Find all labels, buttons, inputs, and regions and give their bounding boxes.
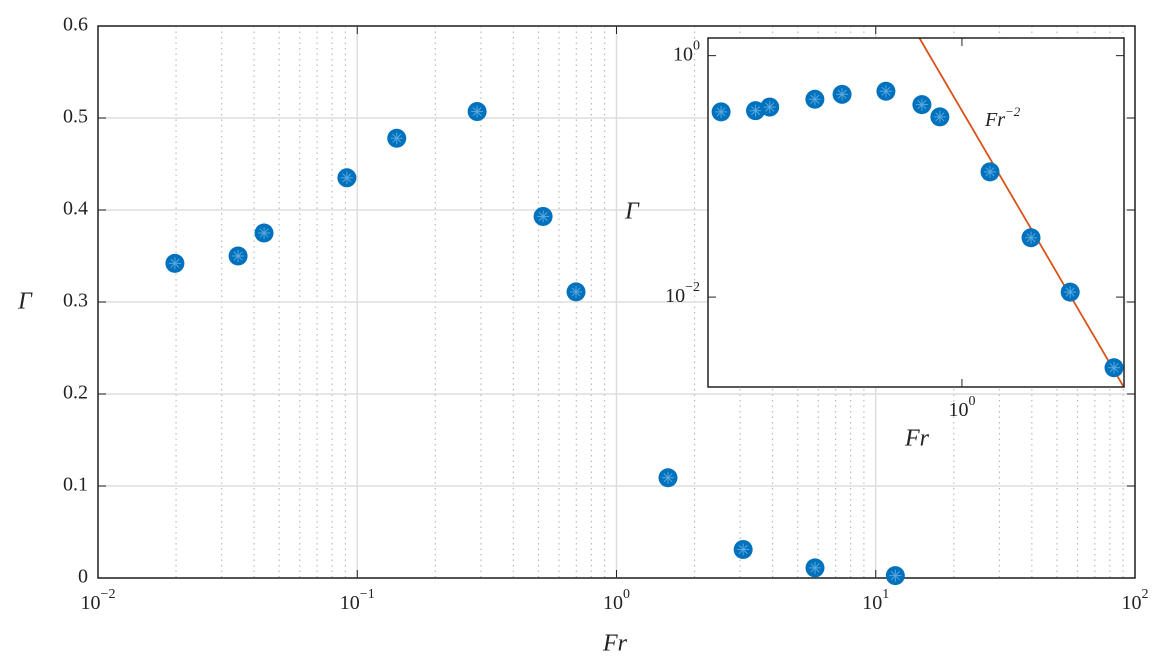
point-star [472, 107, 482, 117]
y-axis-label: Γ [17, 289, 33, 315]
point [980, 162, 1000, 182]
x-tick-label: 10−1 [340, 587, 375, 613]
y-tick-label: 0.6 [63, 14, 88, 36]
y-tick-label: 0.1 [63, 474, 88, 496]
point-star [750, 106, 761, 116]
point [733, 539, 753, 559]
inset-x-tick-label-exponent: 0 [968, 394, 975, 409]
fit-label: Fr−2 [984, 104, 1021, 131]
point-star [1065, 287, 1075, 297]
point [930, 107, 950, 127]
point [467, 102, 487, 122]
point-star [1109, 363, 1119, 373]
point [832, 84, 852, 104]
inset-y-tick-label-base: 10 [665, 285, 685, 307]
point-star [738, 544, 748, 555]
point [876, 81, 896, 101]
y-tick-label: 0.3 [63, 290, 88, 312]
y-tick-label: 0.4 [63, 198, 88, 220]
plot-frame [97, 25, 1136, 579]
point [566, 282, 586, 302]
x-tick-label-base: 10 [81, 592, 101, 614]
point-star [663, 473, 673, 483]
point-star [259, 228, 269, 238]
inset-y-tick-label-exponent: 0 [693, 39, 700, 54]
x-tick-label-exponent: 2 [1142, 587, 1149, 602]
point-star [890, 571, 900, 581]
inset-y-tick-label-base: 10 [673, 43, 693, 65]
x-tick-label-base: 10 [862, 592, 882, 614]
point-star [837, 89, 847, 99]
x-tick-label-exponent: −1 [360, 587, 375, 602]
point-star [170, 258, 180, 268]
point [1104, 358, 1124, 378]
inset-background [708, 38, 1124, 387]
point-star [935, 112, 945, 122]
x-tick-label: 10−2 [81, 587, 116, 613]
fit-label-exponent: −2 [1005, 104, 1021, 119]
point [337, 168, 357, 188]
point-star [392, 133, 402, 143]
point [1060, 282, 1080, 302]
point [885, 566, 905, 586]
y-tick-label: 0.2 [63, 382, 88, 404]
fit-line [918, 38, 1124, 387]
point-star [810, 563, 820, 573]
x-tick-label: 102 [1122, 587, 1149, 613]
x-axis-label: Fr [602, 631, 628, 657]
point [165, 253, 185, 273]
point-star [538, 211, 548, 221]
point [387, 128, 407, 148]
x-tick-label-exponent: −2 [101, 587, 116, 602]
point-star [1026, 233, 1036, 243]
inset-y-tick-label: 100 [673, 39, 700, 65]
point-star [571, 287, 581, 297]
x-tick-label-base: 10 [603, 592, 623, 614]
inset-x-axis-label: Fr [904, 426, 930, 452]
inset-points [711, 81, 1124, 378]
point [658, 468, 678, 488]
inset-y-tick-label: 10−2 [665, 280, 700, 306]
point-star [881, 86, 891, 96]
y-tick-label: 0 [78, 566, 88, 588]
point [711, 102, 731, 122]
inset-y-tick-label-exponent: −2 [685, 280, 700, 295]
x-tick-label-exponent: 0 [623, 587, 630, 602]
x-tick-label: 100 [603, 587, 630, 613]
point [254, 223, 274, 243]
point [805, 89, 825, 109]
x-tick-label: 101 [862, 587, 889, 613]
point-star [917, 100, 927, 110]
y-tick-label: 0.5 [63, 106, 88, 128]
point-star [233, 251, 243, 261]
point [912, 95, 932, 115]
point [760, 97, 780, 117]
fit-label-base: Fr [984, 109, 1005, 131]
point-star [342, 173, 352, 183]
inset-x-tick-label: 100 [948, 394, 975, 420]
x-tick-label-base: 10 [1122, 592, 1142, 614]
point [805, 558, 825, 578]
point [1021, 228, 1041, 248]
inset-x-tick-label-base: 10 [948, 399, 968, 421]
point-star [716, 107, 726, 117]
inset-frame [707, 37, 1125, 388]
point-star [765, 102, 775, 112]
point [533, 206, 553, 226]
point [228, 246, 248, 266]
x-tick-label-base: 10 [340, 592, 360, 614]
point-star [810, 94, 820, 104]
x-tick-label-exponent: 1 [882, 587, 889, 602]
point-star [985, 167, 995, 177]
inset-y-axis-label: Γ [624, 199, 640, 225]
